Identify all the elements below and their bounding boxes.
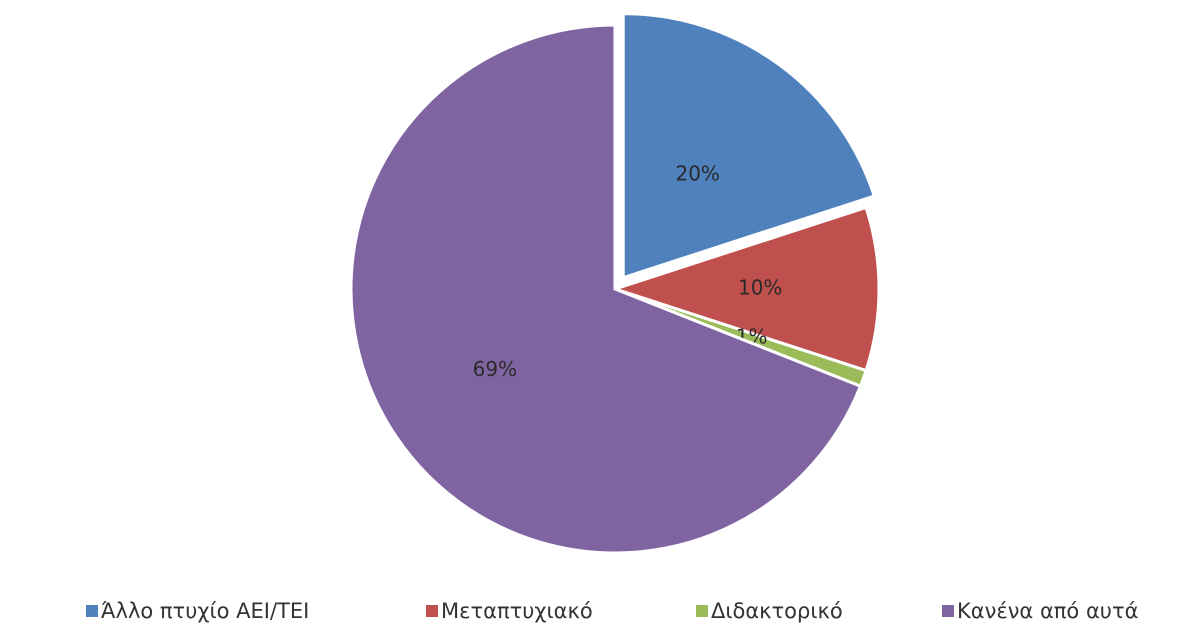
legend-swatch <box>942 605 954 617</box>
legend-label: Μεταπτυχιακό <box>441 599 593 623</box>
data-label: 20% <box>675 162 719 186</box>
legend-swatch <box>426 605 438 617</box>
pie-slice <box>610 205 881 373</box>
legend-label: Άλλο πτυχίο ΑΕΙ/ΤΕΙ <box>101 599 309 623</box>
pie-slice <box>621 12 877 280</box>
pie-slice <box>349 23 863 555</box>
legend-label: Κανένα από αυτά <box>957 599 1138 623</box>
legend-label: Διδακτορικό <box>711 599 843 623</box>
legend-swatch <box>86 605 98 617</box>
data-label: 10% <box>738 276 782 300</box>
data-label: 69% <box>473 357 517 381</box>
legend-swatch <box>696 605 708 617</box>
